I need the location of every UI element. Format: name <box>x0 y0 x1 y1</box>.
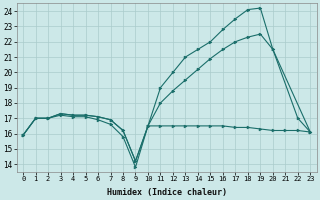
X-axis label: Humidex (Indice chaleur): Humidex (Indice chaleur) <box>107 188 227 197</box>
